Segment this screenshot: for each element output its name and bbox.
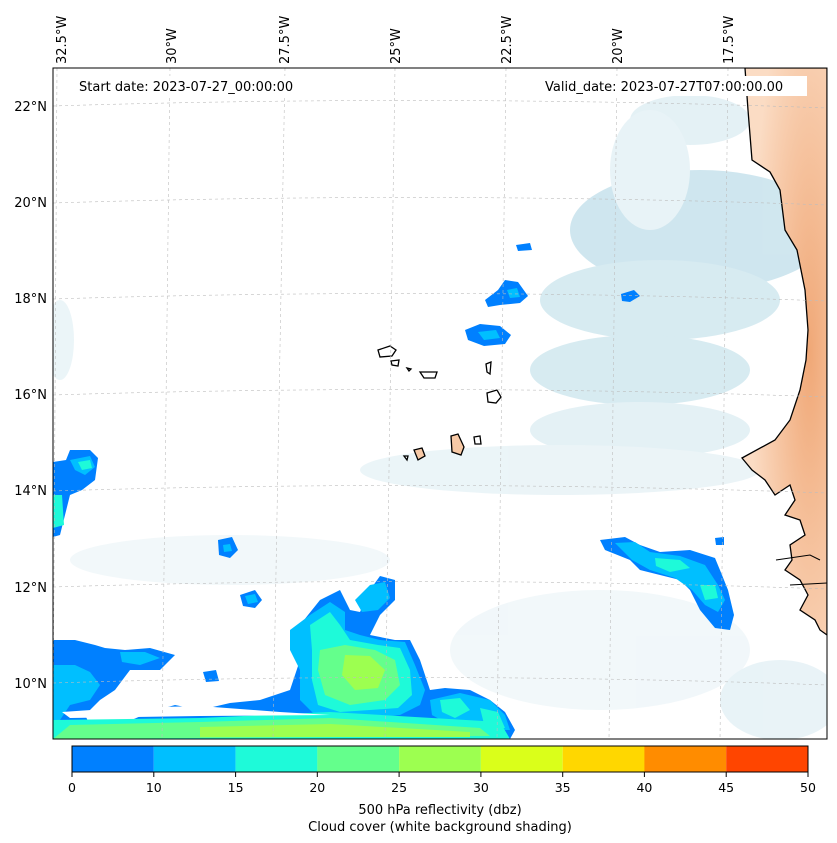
lat-label: 10°N [14, 677, 47, 692]
start-date-box [72, 76, 320, 96]
colorbar: 0 10 15 20 25 30 35 40 45 50 5 500 hPa r… [68, 745, 816, 835]
gambia-river [775, 554, 821, 561]
lon-label: 17.5°W [722, 16, 737, 64]
colorbar-segment [562, 746, 645, 772]
colorbar-tick-label: 40 [636, 780, 652, 795]
lat-label: 22°N [14, 100, 47, 115]
border-line [789, 582, 827, 586]
start-date-label: Start date: 2023-07-27_00:00:00 [79, 80, 293, 95]
colorbar-segment [317, 746, 400, 772]
lat-label: 16°N [14, 388, 47, 403]
colorbar-segment [726, 746, 808, 772]
colorbar-tick-label: 20 [309, 780, 325, 795]
valid-date-box [539, 76, 807, 96]
latitude-labels: 22°N 20°N 18°N 16°N 14°N 12°N 10°N [14, 100, 47, 692]
lon-label: 27.5°W [278, 16, 293, 64]
colorbar-segment [644, 746, 727, 772]
colorbar-segment [153, 746, 236, 772]
reflectivity-layer [53, 243, 734, 739]
colorbar-tick-label: 50 [800, 780, 816, 795]
colorbar-tick-label: 30 [473, 780, 489, 795]
colorbar-segment [399, 746, 481, 772]
graticule [53, 68, 827, 739]
colorbar-subtitle: Cloud cover (white background shading) [308, 820, 572, 835]
lat-label: 14°N [14, 484, 47, 499]
lon-label: 30°W [165, 28, 180, 64]
valid-date-label: Valid_date: 2023-07-27T07:00:00.00 [545, 80, 783, 95]
lat-label: 12°N [14, 581, 47, 596]
longitude-labels: 32.5°W 30°W 27.5°W 25°W 22.5°W 20°W 17.5… [55, 16, 737, 64]
colorbar-tick-label: 35 [555, 780, 571, 795]
colorbar-segment [72, 746, 154, 772]
colorbar-tick-label: 25 [391, 780, 407, 795]
cloud-cover-layer [53, 95, 827, 739]
cape-verde-islands [377, 345, 502, 462]
colorbar-segment [235, 746, 318, 772]
lat-label: 18°N [14, 292, 47, 307]
lon-label: 22.5°W [500, 16, 515, 64]
colorbar-tick-label: 15 [228, 780, 244, 795]
lat-label: 20°N [14, 196, 47, 211]
colorbar-tick-label: 45 [718, 780, 734, 795]
colorbar-title: 500 hPa reflectivity (dbz) [358, 803, 521, 818]
lon-label: 32.5°W [55, 16, 70, 64]
colorbar-segment [480, 746, 563, 772]
colorbar-tick-label: 0 [68, 780, 76, 795]
colorbar-tick-label: 10 [146, 780, 162, 795]
lon-label: 25°W [389, 28, 404, 64]
lon-label: 20°W [611, 28, 626, 64]
